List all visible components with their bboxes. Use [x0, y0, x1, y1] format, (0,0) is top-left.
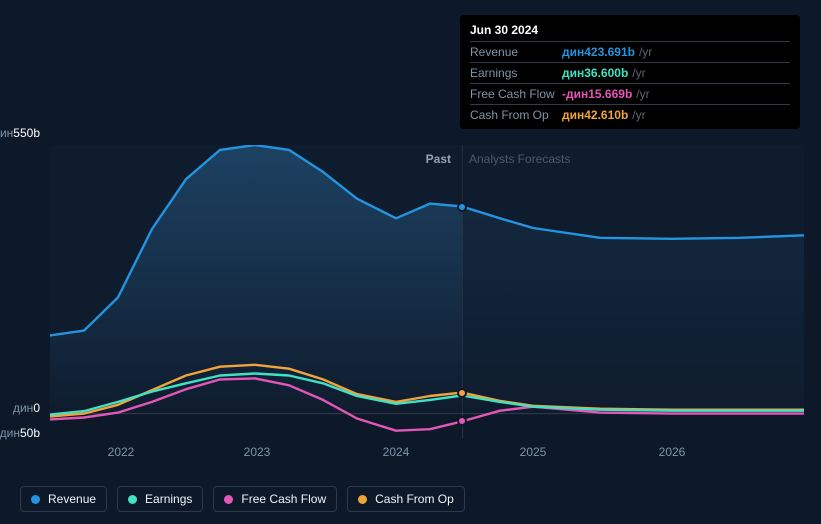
legend-dot-icon [31, 495, 40, 504]
legend-item-cfo[interactable]: Cash From Op [347, 486, 465, 512]
marker-revenue [457, 202, 467, 212]
y-axis-label: -дин50b [0, 426, 40, 440]
x-axis-label: 2022 [108, 445, 135, 459]
legend: Revenue Earnings Free Cash Flow Cash From O… [20, 486, 465, 512]
tooltip-row: Revenueдин423.691b/yr [470, 41, 790, 62]
x-axis-label: 2024 [383, 445, 410, 459]
x-axis-label: 2026 [659, 445, 686, 459]
legend-dot-icon [128, 495, 137, 504]
tooltip-row: Cash From Opдин42.610b/yr [470, 104, 790, 125]
tooltip-row-value: дин42.610b [562, 108, 628, 122]
legend-item-revenue[interactable]: Revenue [20, 486, 107, 512]
tooltip-row-label: Revenue [470, 45, 562, 59]
tooltip-row-label: Free Cash Flow [470, 87, 562, 101]
legend-item-earnings[interactable]: Earnings [117, 486, 203, 512]
tooltip-row-unit: /yr [636, 87, 649, 101]
legend-dot-icon [224, 495, 233, 504]
marker-fcf [457, 416, 467, 426]
legend-label: Cash From Op [375, 492, 454, 506]
tooltip-row-unit: /yr [632, 108, 645, 122]
tooltip-row-value: дин36.600b [562, 66, 628, 80]
plot-area[interactable] [50, 145, 804, 438]
marker-cfo [457, 388, 467, 398]
legend-dot-icon [358, 495, 367, 504]
tooltip-row-unit: /yr [639, 45, 652, 59]
tooltip-row: Free Cash Flow-дин15.669b/yr [470, 83, 790, 104]
tooltip-row-value: -дин15.669b [562, 87, 632, 101]
tooltip-row: Earningsдин36.600b/yr [470, 62, 790, 83]
tooltip-row-label: Cash From Op [470, 108, 562, 122]
tooltip-row-unit: /yr [632, 66, 645, 80]
y-axis-label: дин0 [13, 401, 40, 415]
x-axis-label: 2023 [244, 445, 271, 459]
legend-label: Earnings [145, 492, 192, 506]
legend-item-fcf[interactable]: Free Cash Flow [213, 486, 337, 512]
tooltip-date: Jun 30 2024 [470, 23, 790, 41]
tooltip: Jun 30 2024 Revenueдин423.691b/yrEarning… [460, 15, 800, 129]
legend-label: Revenue [48, 492, 96, 506]
legend-label: Free Cash Flow [241, 492, 326, 506]
tooltip-row-label: Earnings [470, 66, 562, 80]
tooltip-row-value: дин423.691b [562, 45, 635, 59]
financial-chart: дин550bдин0-дин50b 20222023202420252026 … [0, 0, 821, 524]
x-axis-label: 2025 [520, 445, 547, 459]
y-axis-label: дин550b [0, 126, 40, 140]
